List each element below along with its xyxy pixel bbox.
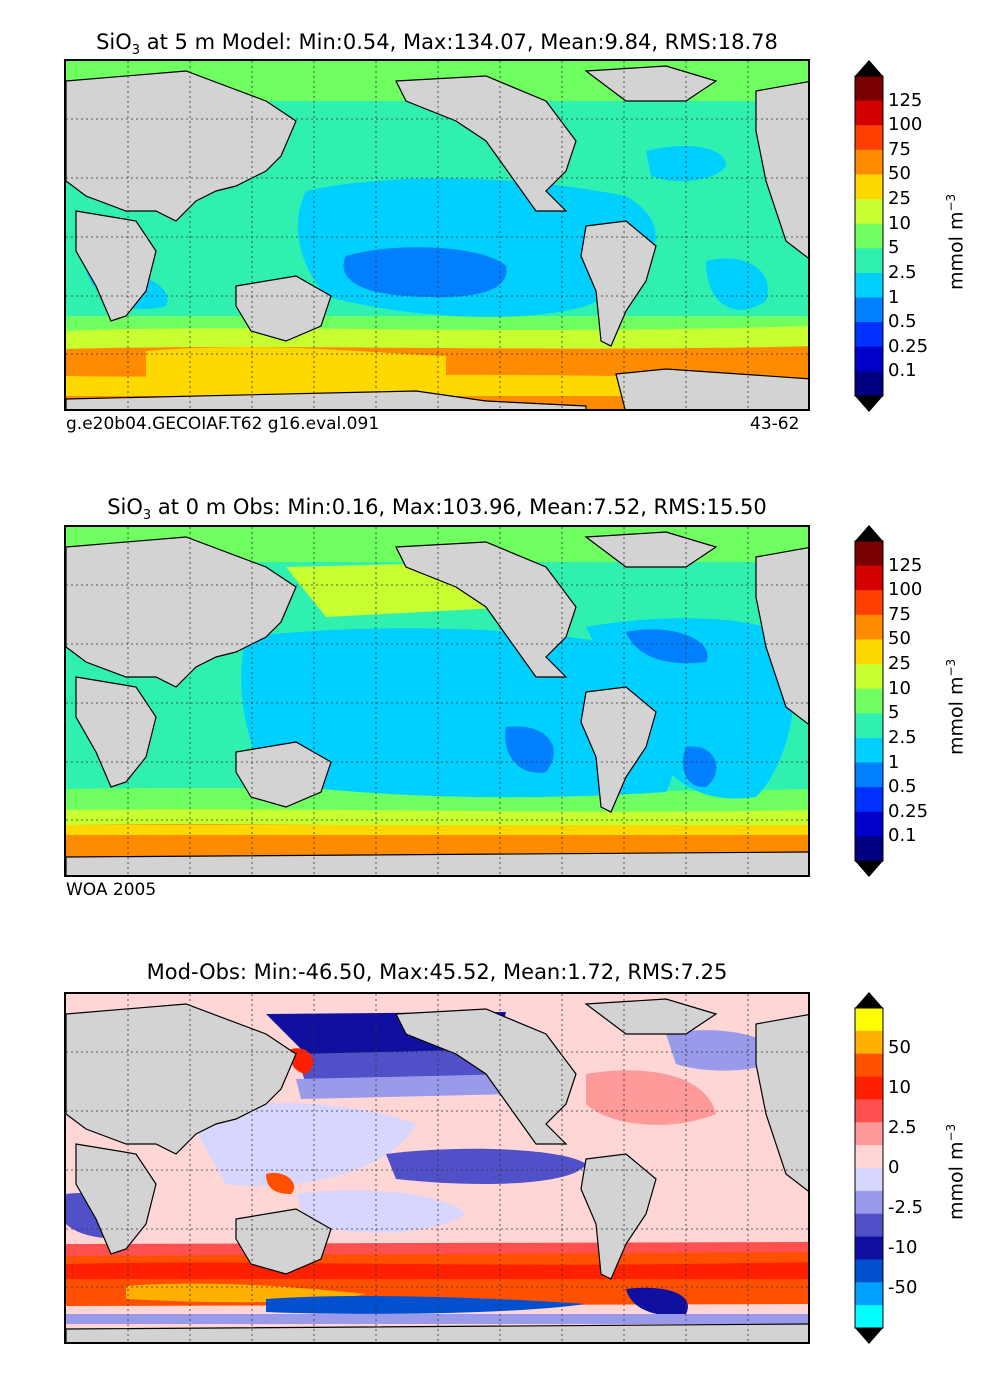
colorbar-segment [855, 346, 883, 372]
colorbar-tick-label: 2.5 [888, 1117, 917, 1138]
obs-map [64, 525, 810, 877]
colorbar-under-triangle [855, 396, 883, 412]
colorbar-segment [855, 762, 883, 788]
colorbar-segment [855, 1236, 883, 1260]
colorbar-segment [855, 100, 883, 126]
colorbar-tick-label: 2.5 [888, 726, 917, 748]
colorbar-segment [855, 688, 883, 714]
colorbar [854, 992, 884, 1344]
colorbar-segment [855, 174, 883, 200]
colorbar-segment [855, 541, 883, 567]
difference-map [64, 992, 810, 1344]
colorbar-segment [855, 248, 883, 274]
colorbar-tick-label: 125 [888, 554, 923, 576]
colorbar-under-triangle [855, 1328, 883, 1344]
colorbar-segment [855, 1190, 883, 1215]
colorbar-tick-label: 75 [888, 603, 911, 625]
colorbar-segment [855, 1259, 883, 1283]
colorbar-over-triangle [855, 992, 883, 1008]
difference-panel: Mod-Obs: Min:-46.50, Max:45.52, Mean:1.7… [0, 930, 998, 1370]
colorbar-segment [855, 223, 883, 249]
colorbar-tick-label: 100 [888, 114, 923, 136]
colorbar-segment [855, 590, 883, 616]
colorbar-tick-label: -10 [888, 1237, 918, 1258]
colorbar-unit-label: mmol m−3 [944, 193, 968, 290]
colorbar-segment [855, 1008, 883, 1032]
colorbar-tick-label: 1 [888, 751, 900, 773]
colorbar-segment [855, 836, 883, 862]
colorbar-tick-label: 5 [888, 702, 900, 724]
colorbar-tick-label: 25 [888, 653, 911, 675]
map-canvas [66, 61, 808, 409]
colorbar-segment [855, 76, 883, 102]
colorbar-segment [855, 639, 883, 665]
colorbar-segment [855, 297, 883, 323]
source-label: WOA 2005 [66, 880, 157, 900]
colorbar-segment [855, 1030, 883, 1055]
colorbar-segment [855, 1213, 883, 1238]
map-canvas [66, 994, 808, 1342]
colorbar-segment [855, 565, 883, 591]
colorbar-segment [855, 125, 883, 151]
colorbar-segment [855, 1053, 883, 1078]
colorbar-tick-label: 0.25 [888, 800, 929, 822]
colorbar-segment [855, 787, 883, 813]
panel-title: Mod-Obs: Min:-46.50, Max:45.52, Mean:1.7… [146, 960, 728, 984]
colorbar-segment [855, 371, 883, 397]
map-canvas [66, 527, 808, 875]
colorbar-tick-label: 0 [888, 1157, 900, 1178]
colorbar [854, 525, 884, 877]
colorbar-tick-label: 0.1 [888, 360, 917, 382]
colorbar-tick-label: 100 [888, 579, 923, 601]
colorbar-segment [855, 1076, 883, 1100]
colorbar-tick-label: 5 [888, 237, 900, 259]
colorbar-over-triangle [855, 525, 883, 541]
colorbar-segment [855, 614, 883, 640]
colorbar-segment [855, 811, 883, 837]
colorbar-over-triangle [855, 60, 883, 76]
colorbar-tick-label: -50 [888, 1277, 918, 1298]
colorbar-tick-label: 50 [888, 628, 911, 650]
run-id-label: g.e20b04.GECOIAF.T62 g16.eval.091 [66, 414, 380, 434]
model-panel: SiO3 at 5 m Model: Min:0.54, Max:134.07,… [0, 0, 998, 440]
colorbar-segment [855, 713, 883, 739]
panel-title: SiO3 at 5 m Model: Min:0.54, Max:134.07,… [96, 30, 778, 59]
year-range-label: 43-62 [750, 414, 800, 434]
colorbar-tick-label: 10 [888, 1077, 911, 1098]
colorbar-tick-label: 0.25 [888, 335, 929, 357]
colorbar-tick-label: 2.5 [888, 261, 917, 283]
colorbar-segment [855, 199, 883, 225]
colorbar-tick-label: 25 [888, 188, 911, 210]
colorbar-segment [855, 737, 883, 764]
colorbar-segment [855, 1305, 883, 1329]
colorbar-segment [855, 322, 883, 348]
colorbar-tick-label: 50 [888, 1037, 911, 1058]
colorbar-tick-label: 0.1 [888, 825, 917, 847]
colorbar-segment [855, 272, 883, 299]
colorbar-under-triangle [855, 861, 883, 877]
obs-panel: SiO3 at 0 m Obs: Min:0.16, Max:103.96, M… [0, 465, 998, 905]
colorbar-tick-label: 10 [888, 677, 911, 699]
colorbar-tick-label: 0.5 [888, 311, 917, 333]
colorbar [854, 60, 884, 412]
panel-title: SiO3 at 0 m Obs: Min:0.16, Max:103.96, M… [107, 495, 767, 524]
colorbar-segment [855, 664, 883, 690]
colorbar-tick-label: 125 [888, 89, 923, 111]
colorbar-tick-label: 10 [888, 212, 911, 234]
colorbar-unit-label: mmol m−3 [944, 658, 968, 755]
colorbar-segment [855, 1168, 883, 1192]
colorbar-segment [855, 1145, 883, 1169]
colorbar-segment [855, 149, 883, 175]
colorbar-segment [855, 1099, 883, 1123]
model-map [64, 59, 810, 411]
colorbar-tick-label: 75 [888, 138, 911, 160]
colorbar-segment [855, 1282, 883, 1306]
colorbar-tick-label: -2.5 [888, 1197, 924, 1218]
colorbar-tick-label: 50 [888, 163, 911, 185]
colorbar-unit-label: mmol m−3 [944, 1123, 968, 1220]
colorbar-tick-label: 0.5 [888, 776, 917, 798]
colorbar-segment [855, 1122, 883, 1146]
colorbar-tick-label: 1 [888, 286, 900, 308]
